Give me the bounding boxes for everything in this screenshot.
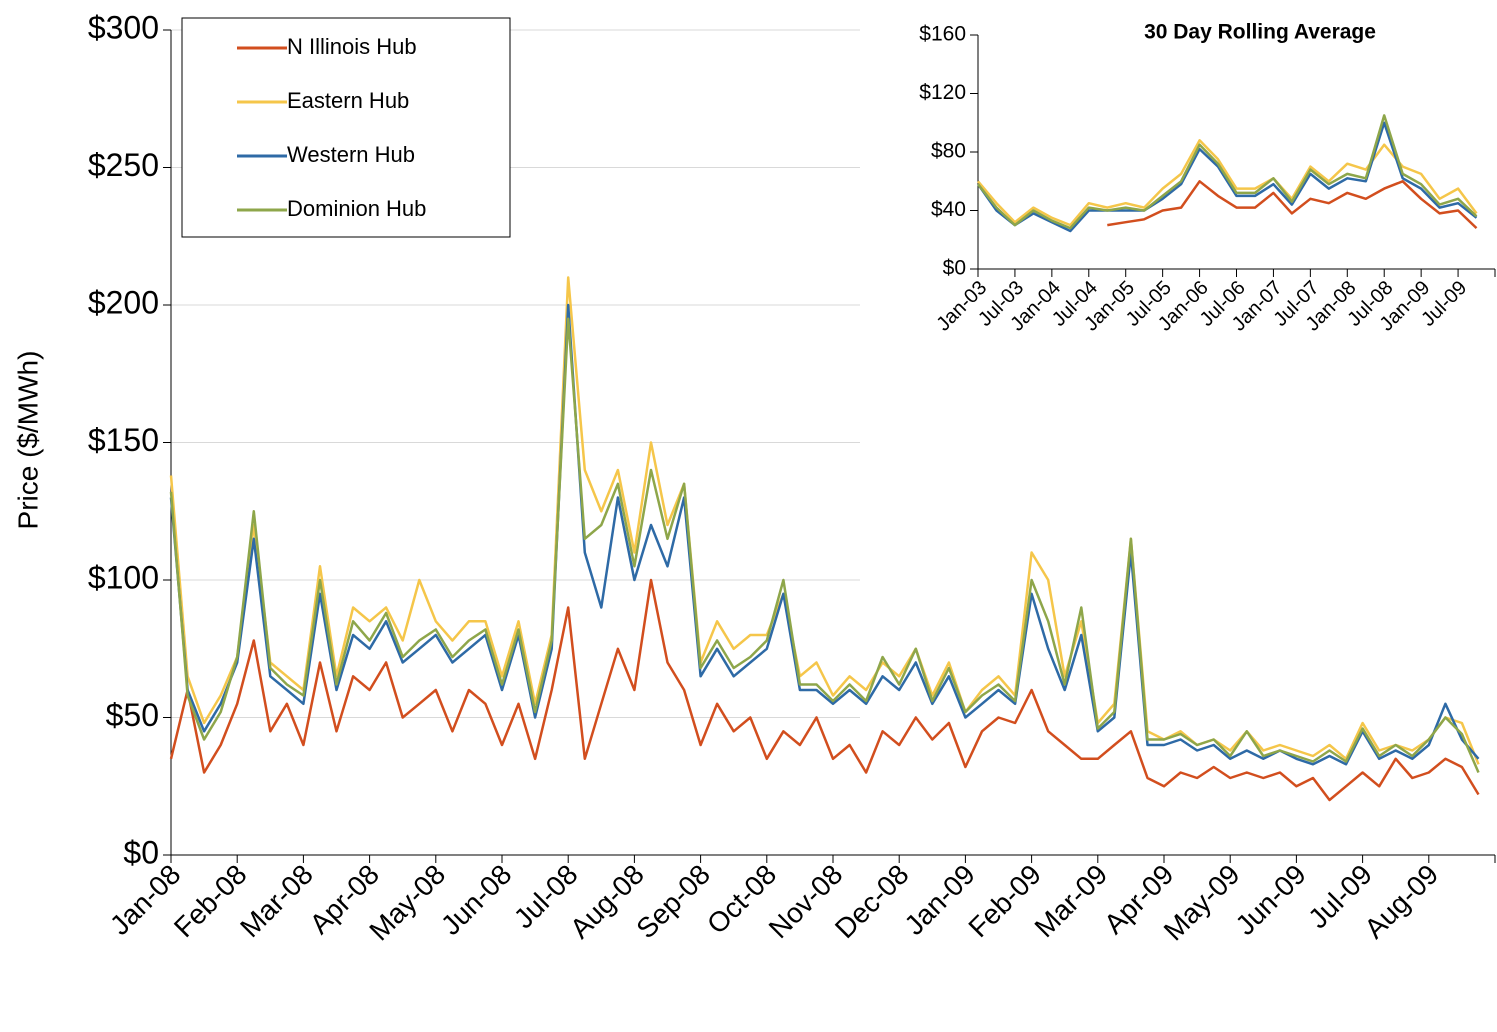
y-tick-label: $200	[88, 284, 159, 320]
x-tick-label: Nov-08	[763, 859, 849, 945]
series-line	[169, 303, 1480, 766]
y-tick-label: $50	[106, 697, 159, 733]
series-line	[169, 317, 1480, 773]
x-tick-label: Mar-08	[234, 859, 319, 944]
series-line	[169, 276, 1480, 765]
x-tick-label: Feb-08	[168, 859, 253, 944]
y-tick-label: $40	[931, 198, 966, 221]
x-tick-label: Aug-08	[564, 859, 650, 945]
y-axis-label: Price ($/MWh)	[12, 351, 43, 530]
series-line	[977, 139, 1478, 227]
x-tick-label: Sep-08	[630, 859, 716, 945]
y-tick-label: $120	[919, 81, 966, 104]
legend-label: N Illinois Hub	[287, 34, 417, 59]
y-tick-label: $0	[123, 834, 159, 870]
series-line	[1107, 180, 1478, 230]
y-tick-label: $0	[943, 257, 966, 280]
x-tick-label: Mar-09	[1029, 859, 1114, 944]
series-line	[169, 578, 1480, 802]
legend-label: Dominion Hub	[287, 196, 426, 221]
y-tick-label: $80	[931, 140, 966, 163]
x-tick-label: Jun-09	[1229, 859, 1311, 941]
series-line	[977, 114, 1478, 230]
y-tick-label: $160	[919, 23, 966, 46]
y-tick-label: $150	[88, 422, 159, 458]
legend-box	[181, 17, 511, 238]
y-tick-label: $100	[88, 559, 159, 595]
chart-title: 30 Day Rolling Average	[1144, 21, 1376, 44]
y-tick-label: $250	[88, 147, 159, 183]
x-tick-label: Dec-08	[829, 859, 915, 945]
legend-label: Eastern Hub	[287, 88, 409, 113]
x-tick-label: May-08	[363, 859, 451, 947]
x-tick-label: Jun-08	[435, 859, 517, 941]
y-tick-label: $300	[88, 9, 159, 45]
legend-label: Western Hub	[287, 142, 415, 167]
x-tick-label: May-09	[1158, 859, 1246, 947]
x-tick-label: Aug-09	[1358, 859, 1444, 945]
series-line	[976, 121, 1478, 233]
x-tick-label: Feb-09	[962, 859, 1047, 944]
